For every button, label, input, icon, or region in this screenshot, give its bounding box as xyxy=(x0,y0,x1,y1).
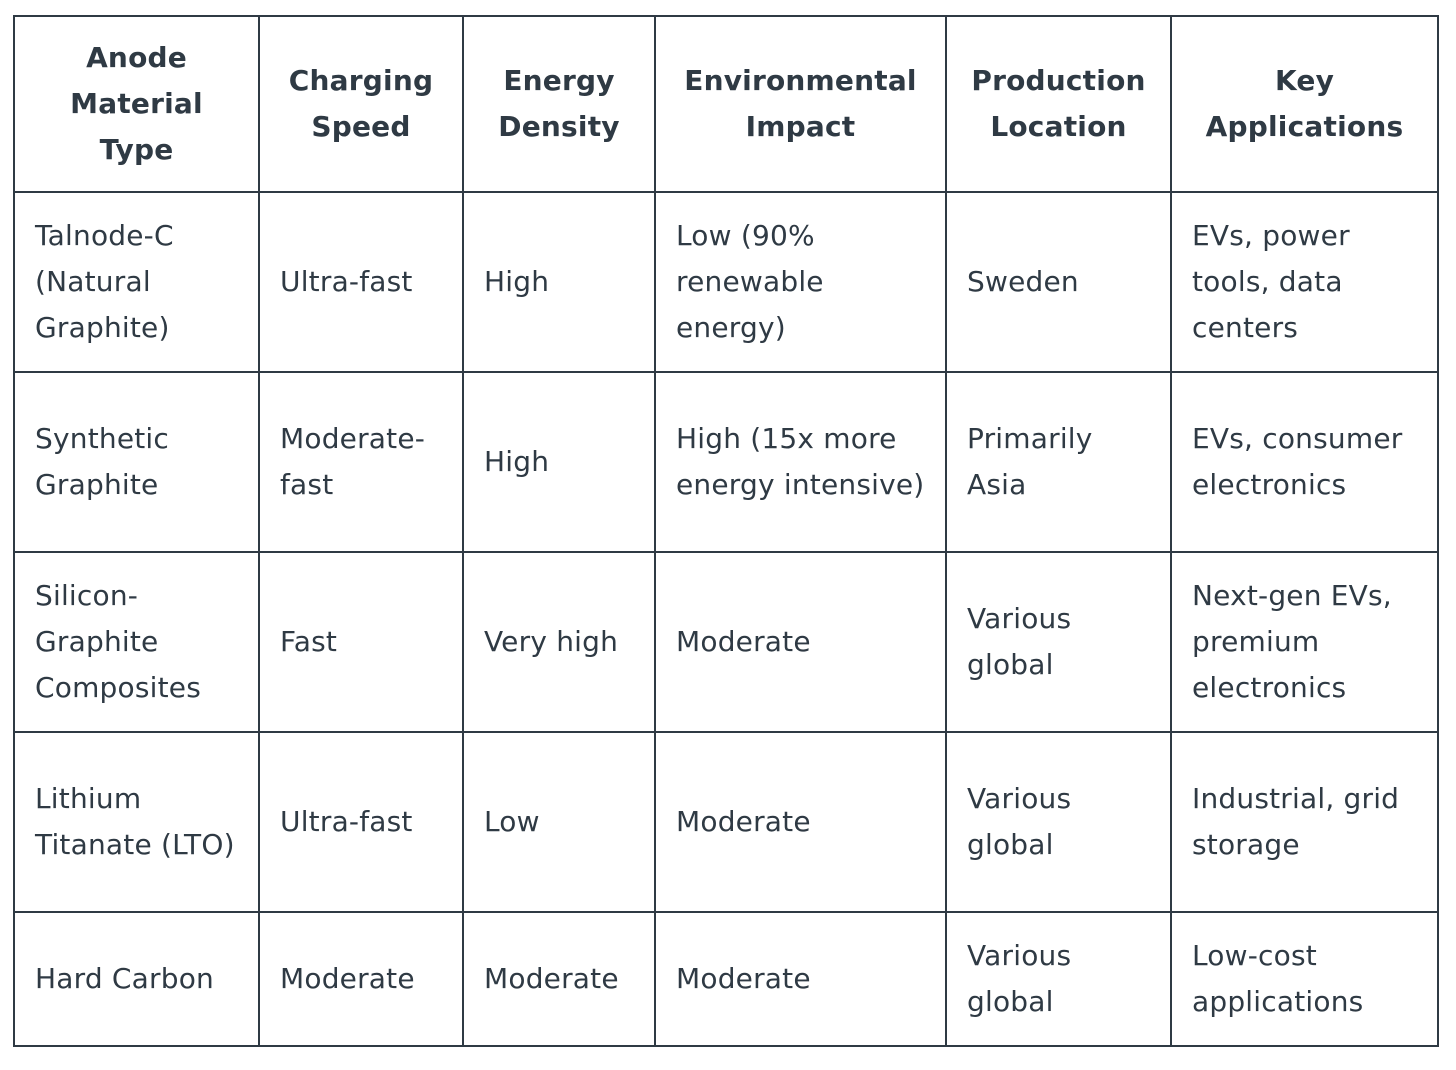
cell-anode-material-type: Synthetic Graphite xyxy=(13,371,260,553)
cell-production-location: Various global xyxy=(945,551,1172,733)
cell-key-applications: EVs, power tools, data centers xyxy=(1170,191,1439,373)
cell-energy-density: Very high xyxy=(462,551,656,733)
cell-anode-material-type: Hard Carbon xyxy=(13,911,260,1047)
cell-environmental-impact: Moderate xyxy=(654,551,947,733)
cell-key-applications: Low-cost applications xyxy=(1170,911,1439,1047)
cell-energy-density: Moderate xyxy=(462,911,656,1047)
cell-energy-density: High xyxy=(462,371,656,553)
cell-production-location: Sweden xyxy=(945,191,1172,373)
table-row: Silicon-Graphite Composites Fast Very hi… xyxy=(13,551,1439,733)
cell-environmental-impact: Moderate xyxy=(654,911,947,1047)
header-anode-material-type: Anode Material Type xyxy=(13,15,260,193)
cell-environmental-impact: High (15x more energy intensive) xyxy=(654,371,947,553)
header-production-location: Production Location xyxy=(945,15,1172,193)
cell-production-location: Various global xyxy=(945,911,1172,1047)
header-charging-speed: Charging Speed xyxy=(258,15,464,193)
cell-environmental-impact: Moderate xyxy=(654,731,947,913)
cell-charging-speed: Ultra-fast xyxy=(258,191,464,373)
cell-energy-density: High xyxy=(462,191,656,373)
cell-charging-speed: Moderate-fast xyxy=(258,371,464,553)
header-energy-density: Energy Density xyxy=(462,15,656,193)
cell-anode-material-type: Silicon-Graphite Composites xyxy=(13,551,260,733)
header-key-applications: Key Applications xyxy=(1170,15,1439,193)
table-row: Talnode-C (Natural Graphite) Ultra-fast … xyxy=(13,191,1439,373)
anode-materials-table: Anode Material Type Charging Speed Energ… xyxy=(13,15,1439,1047)
table-header-row: Anode Material Type Charging Speed Energ… xyxy=(13,15,1439,193)
cell-charging-speed: Ultra-fast xyxy=(258,731,464,913)
cell-environmental-impact: Low (90% renewable energy) xyxy=(654,191,947,373)
cell-energy-density: Low xyxy=(462,731,656,913)
cell-charging-speed: Fast xyxy=(258,551,464,733)
cell-key-applications: EVs, consumer electronics xyxy=(1170,371,1439,553)
cell-anode-material-type: Talnode-C (Natural Graphite) xyxy=(13,191,260,373)
table-row: Lithium Titanate (LTO) Ultra-fast Low Mo… xyxy=(13,731,1439,913)
cell-key-applications: Next-gen EVs, premium electronics xyxy=(1170,551,1439,733)
cell-charging-speed: Moderate xyxy=(258,911,464,1047)
cell-key-applications: Industrial, grid storage xyxy=(1170,731,1439,913)
table-row: Synthetic Graphite Moderate-fast High Hi… xyxy=(13,371,1439,553)
cell-production-location: Various global xyxy=(945,731,1172,913)
cell-anode-material-type: Lithium Titanate (LTO) xyxy=(13,731,260,913)
header-environmental-impact: Environmental Impact xyxy=(654,15,947,193)
table-row: Hard Carbon Moderate Moderate Moderate V… xyxy=(13,911,1439,1047)
cell-production-location: Primarily Asia xyxy=(945,371,1172,553)
